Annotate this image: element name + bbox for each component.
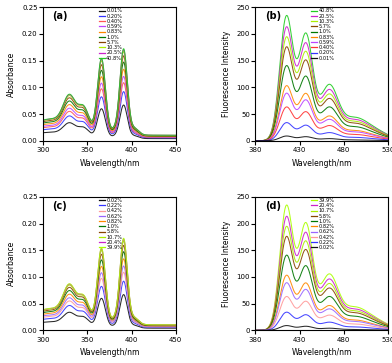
- Legend: 39.9%, 20.4%, 10.7%, 5.8%, 1.0%, 0.82%, 0.62%, 0.42%, 0.22%, 0.02%: 39.9%, 20.4%, 10.7%, 5.8%, 1.0%, 0.82%, …: [311, 198, 334, 250]
- Text: (b): (b): [265, 11, 281, 21]
- X-axis label: Wavelength/nm: Wavelength/nm: [79, 348, 140, 357]
- Text: (d): (d): [265, 201, 281, 211]
- Legend: 0.02%, 0.22%, 0.42%, 0.62%, 0.82%, 1.0%, 5.8%, 10.7%, 20.4%, 39.9%: 0.02%, 0.22%, 0.42%, 0.62%, 0.82%, 1.0%,…: [99, 198, 122, 250]
- Y-axis label: Absorbance: Absorbance: [7, 241, 16, 286]
- X-axis label: Wavelength/nm: Wavelength/nm: [292, 348, 352, 357]
- Legend: 0.01%, 0.20%, 0.40%, 0.59%, 0.83%, 1.0%, 5.7%, 10.3%, 20.5%, 40.8%: 0.01%, 0.20%, 0.40%, 0.59%, 0.83%, 1.0%,…: [99, 8, 122, 61]
- Text: (c): (c): [53, 201, 67, 211]
- Y-axis label: Fluorescence Intensity: Fluorescence Intensity: [222, 31, 231, 117]
- Text: (a): (a): [53, 11, 68, 21]
- Legend: 40.8%, 20.5%, 10.3%, 5.7%, 1.0%, 0.83%, 0.59%, 0.40%, 0.20%, 0.01%: 40.8%, 20.5%, 10.3%, 5.7%, 1.0%, 0.83%, …: [311, 8, 334, 61]
- Y-axis label: Fluorescence Intensity: Fluorescence Intensity: [222, 220, 231, 307]
- Y-axis label: Absorbance: Absorbance: [7, 52, 16, 97]
- X-axis label: Wavelength/nm: Wavelength/nm: [292, 159, 352, 168]
- X-axis label: Wavelength/nm: Wavelength/nm: [79, 159, 140, 168]
